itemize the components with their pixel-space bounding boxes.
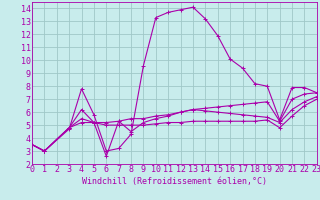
X-axis label: Windchill (Refroidissement éolien,°C): Windchill (Refroidissement éolien,°C) — [82, 177, 267, 186]
